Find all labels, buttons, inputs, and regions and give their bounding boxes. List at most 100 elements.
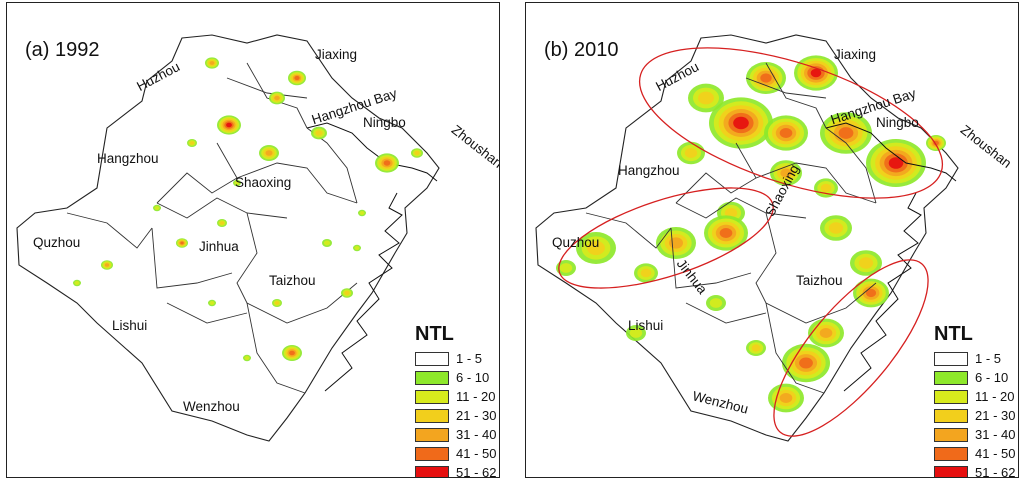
prefecture-boundaries	[585, 62, 877, 394]
light-patch	[274, 95, 280, 101]
light-patch	[799, 357, 813, 369]
ellipse-north-plain	[638, 47, 944, 199]
panel-title: (a) 1992	[25, 39, 100, 61]
label-hangzhou: Hangzhou	[618, 163, 680, 178]
light-patch	[189, 141, 195, 145]
legend-label: 41 - 50	[975, 446, 1016, 461]
legend-label: 41 - 50	[456, 446, 497, 461]
light-patch	[751, 344, 761, 352]
legend-swatch	[415, 465, 449, 477]
light-patch	[669, 237, 683, 249]
legend-label: 1 - 5	[456, 351, 483, 366]
legend-swatch	[415, 389, 449, 404]
legend-swatch	[934, 427, 968, 442]
legend-item: 6 - 10	[934, 368, 1015, 387]
light-patch	[315, 130, 323, 136]
light-patch	[838, 127, 854, 139]
light-patch	[820, 183, 832, 193]
label-lishui: Lishui	[112, 318, 148, 333]
label-taizhou: Taizhou	[269, 273, 316, 288]
label-jiaxing: Jiaxing	[315, 47, 358, 62]
light-patch	[354, 246, 360, 250]
legend-label: 6 - 10	[456, 370, 490, 385]
legend-label: 6 - 10	[975, 370, 1009, 385]
province-map-2010	[535, 34, 959, 442]
prefecture-boundaries	[66, 62, 358, 394]
legend-item: 51 - 62	[415, 463, 497, 478]
coastline	[306, 122, 438, 392]
label-taizhou: Taizhou	[796, 273, 843, 288]
light-patch	[709, 298, 723, 308]
legend-swatch	[415, 370, 449, 385]
night-light-blobs	[73, 57, 423, 362]
light-patch	[888, 157, 904, 169]
light-patch	[733, 116, 749, 130]
legend-item: 1 - 5	[934, 349, 1015, 368]
light-patch	[74, 281, 80, 285]
night-light-blobs	[556, 55, 946, 413]
legend-label: 31 - 40	[456, 427, 497, 442]
light-patch	[858, 257, 874, 269]
light-patch	[226, 122, 232, 128]
label-ningbo: Ningbo	[363, 115, 406, 130]
light-patch	[760, 73, 772, 83]
label-ningbo: Ningbo	[876, 115, 919, 130]
light-patch	[209, 61, 215, 65]
light-patch	[779, 128, 793, 138]
legend-item: 6 - 10	[415, 368, 496, 387]
label-jinhua: Jinhua	[199, 239, 239, 254]
legend-swatch	[415, 351, 449, 366]
ellipse-central-basin	[558, 187, 774, 289]
legend-label: 1 - 5	[975, 351, 1002, 366]
legend-swatch	[415, 427, 449, 442]
light-patch	[629, 328, 643, 338]
legend-swatch	[934, 389, 968, 404]
light-patch	[414, 150, 420, 156]
legend-item: 41 - 50	[415, 444, 496, 463]
legend-label: 51 - 62	[975, 465, 1016, 478]
label-lishui: Lishui	[628, 318, 664, 333]
legend-swatch	[415, 446, 449, 461]
legend-swatch	[934, 370, 968, 385]
legend-item: 51 - 62	[934, 463, 1016, 478]
legend-title: NTL	[415, 323, 454, 345]
label-quzhou: Quzhou	[33, 235, 81, 250]
light-patch	[244, 356, 250, 360]
light-patch	[219, 221, 225, 225]
map-panel-2010: (b) 2010 Huzhou Jiaxing Hangzhou Bay Nin…	[525, 2, 1019, 478]
light-patch	[359, 211, 365, 215]
light-patch	[209, 301, 215, 305]
light-patch	[383, 160, 391, 166]
light-patch	[344, 290, 350, 296]
light-patch	[719, 228, 733, 238]
label-jiaxing: Jiaxing	[834, 47, 877, 62]
legend-item: 41 - 50	[934, 444, 1015, 463]
legend-swatch	[934, 446, 968, 461]
label-hangzhou: Hangzhou	[97, 151, 159, 166]
legend-item: 21 - 30	[934, 406, 1015, 425]
light-patch	[828, 222, 844, 234]
light-patch	[819, 328, 833, 338]
legend-swatch	[415, 408, 449, 423]
light-patch	[104, 263, 110, 267]
light-patch	[274, 301, 280, 305]
legend-swatch	[934, 408, 968, 423]
legend-title: NTL	[934, 323, 973, 345]
legend-label: 51 - 62	[456, 465, 497, 478]
light-patch	[865, 288, 877, 298]
light-patch	[154, 206, 160, 210]
light-patch	[698, 91, 714, 105]
legend-item: 21 - 30	[415, 406, 496, 425]
legend: NTL 1 - 5 6 - 10 11 - 20 21 - 30 31 - 40 41 -…	[934, 323, 1016, 478]
legend-label: 21 - 30	[456, 408, 497, 423]
light-patch	[780, 168, 792, 178]
light-patch	[265, 150, 273, 156]
light-patch	[640, 268, 652, 278]
panel-title: (b) 2010	[544, 39, 619, 61]
light-patch	[684, 148, 698, 158]
legend-swatch	[934, 351, 968, 366]
legend-swatch	[934, 465, 968, 477]
legend-item: 31 - 40	[415, 425, 496, 444]
light-patch	[779, 393, 793, 403]
province-outline	[16, 34, 440, 442]
